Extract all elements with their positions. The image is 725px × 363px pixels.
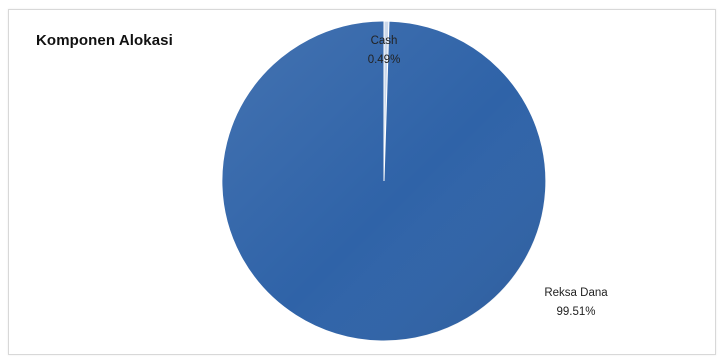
slice-label-reksa-dana-percent: 99.51% [556,306,595,318]
slice-label-cash-name: Cash [371,35,398,47]
chart-frame: Komponen Alokasi Cash 0.49% Reksa Dana 9… [8,9,716,355]
slice-label-reksa-dana-name: Reksa Dana [544,287,608,299]
pie-chart: Cash 0.49% Reksa Dana 99.51% [221,20,608,342]
slice-label-cash: Cash 0.49% [368,35,401,66]
pie-slice-reksa-dana [221,20,547,342]
pie-slices [221,20,547,342]
slice-label-reksa-dana: Reksa Dana 99.51% [544,287,608,318]
chart-title: Komponen Alokasi [36,32,173,49]
slice-label-cash-percent: 0.49% [368,54,401,66]
